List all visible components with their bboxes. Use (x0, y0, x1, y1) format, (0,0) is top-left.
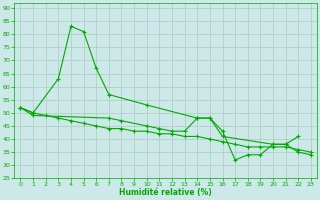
X-axis label: Humidité relative (%): Humidité relative (%) (119, 188, 212, 197)
